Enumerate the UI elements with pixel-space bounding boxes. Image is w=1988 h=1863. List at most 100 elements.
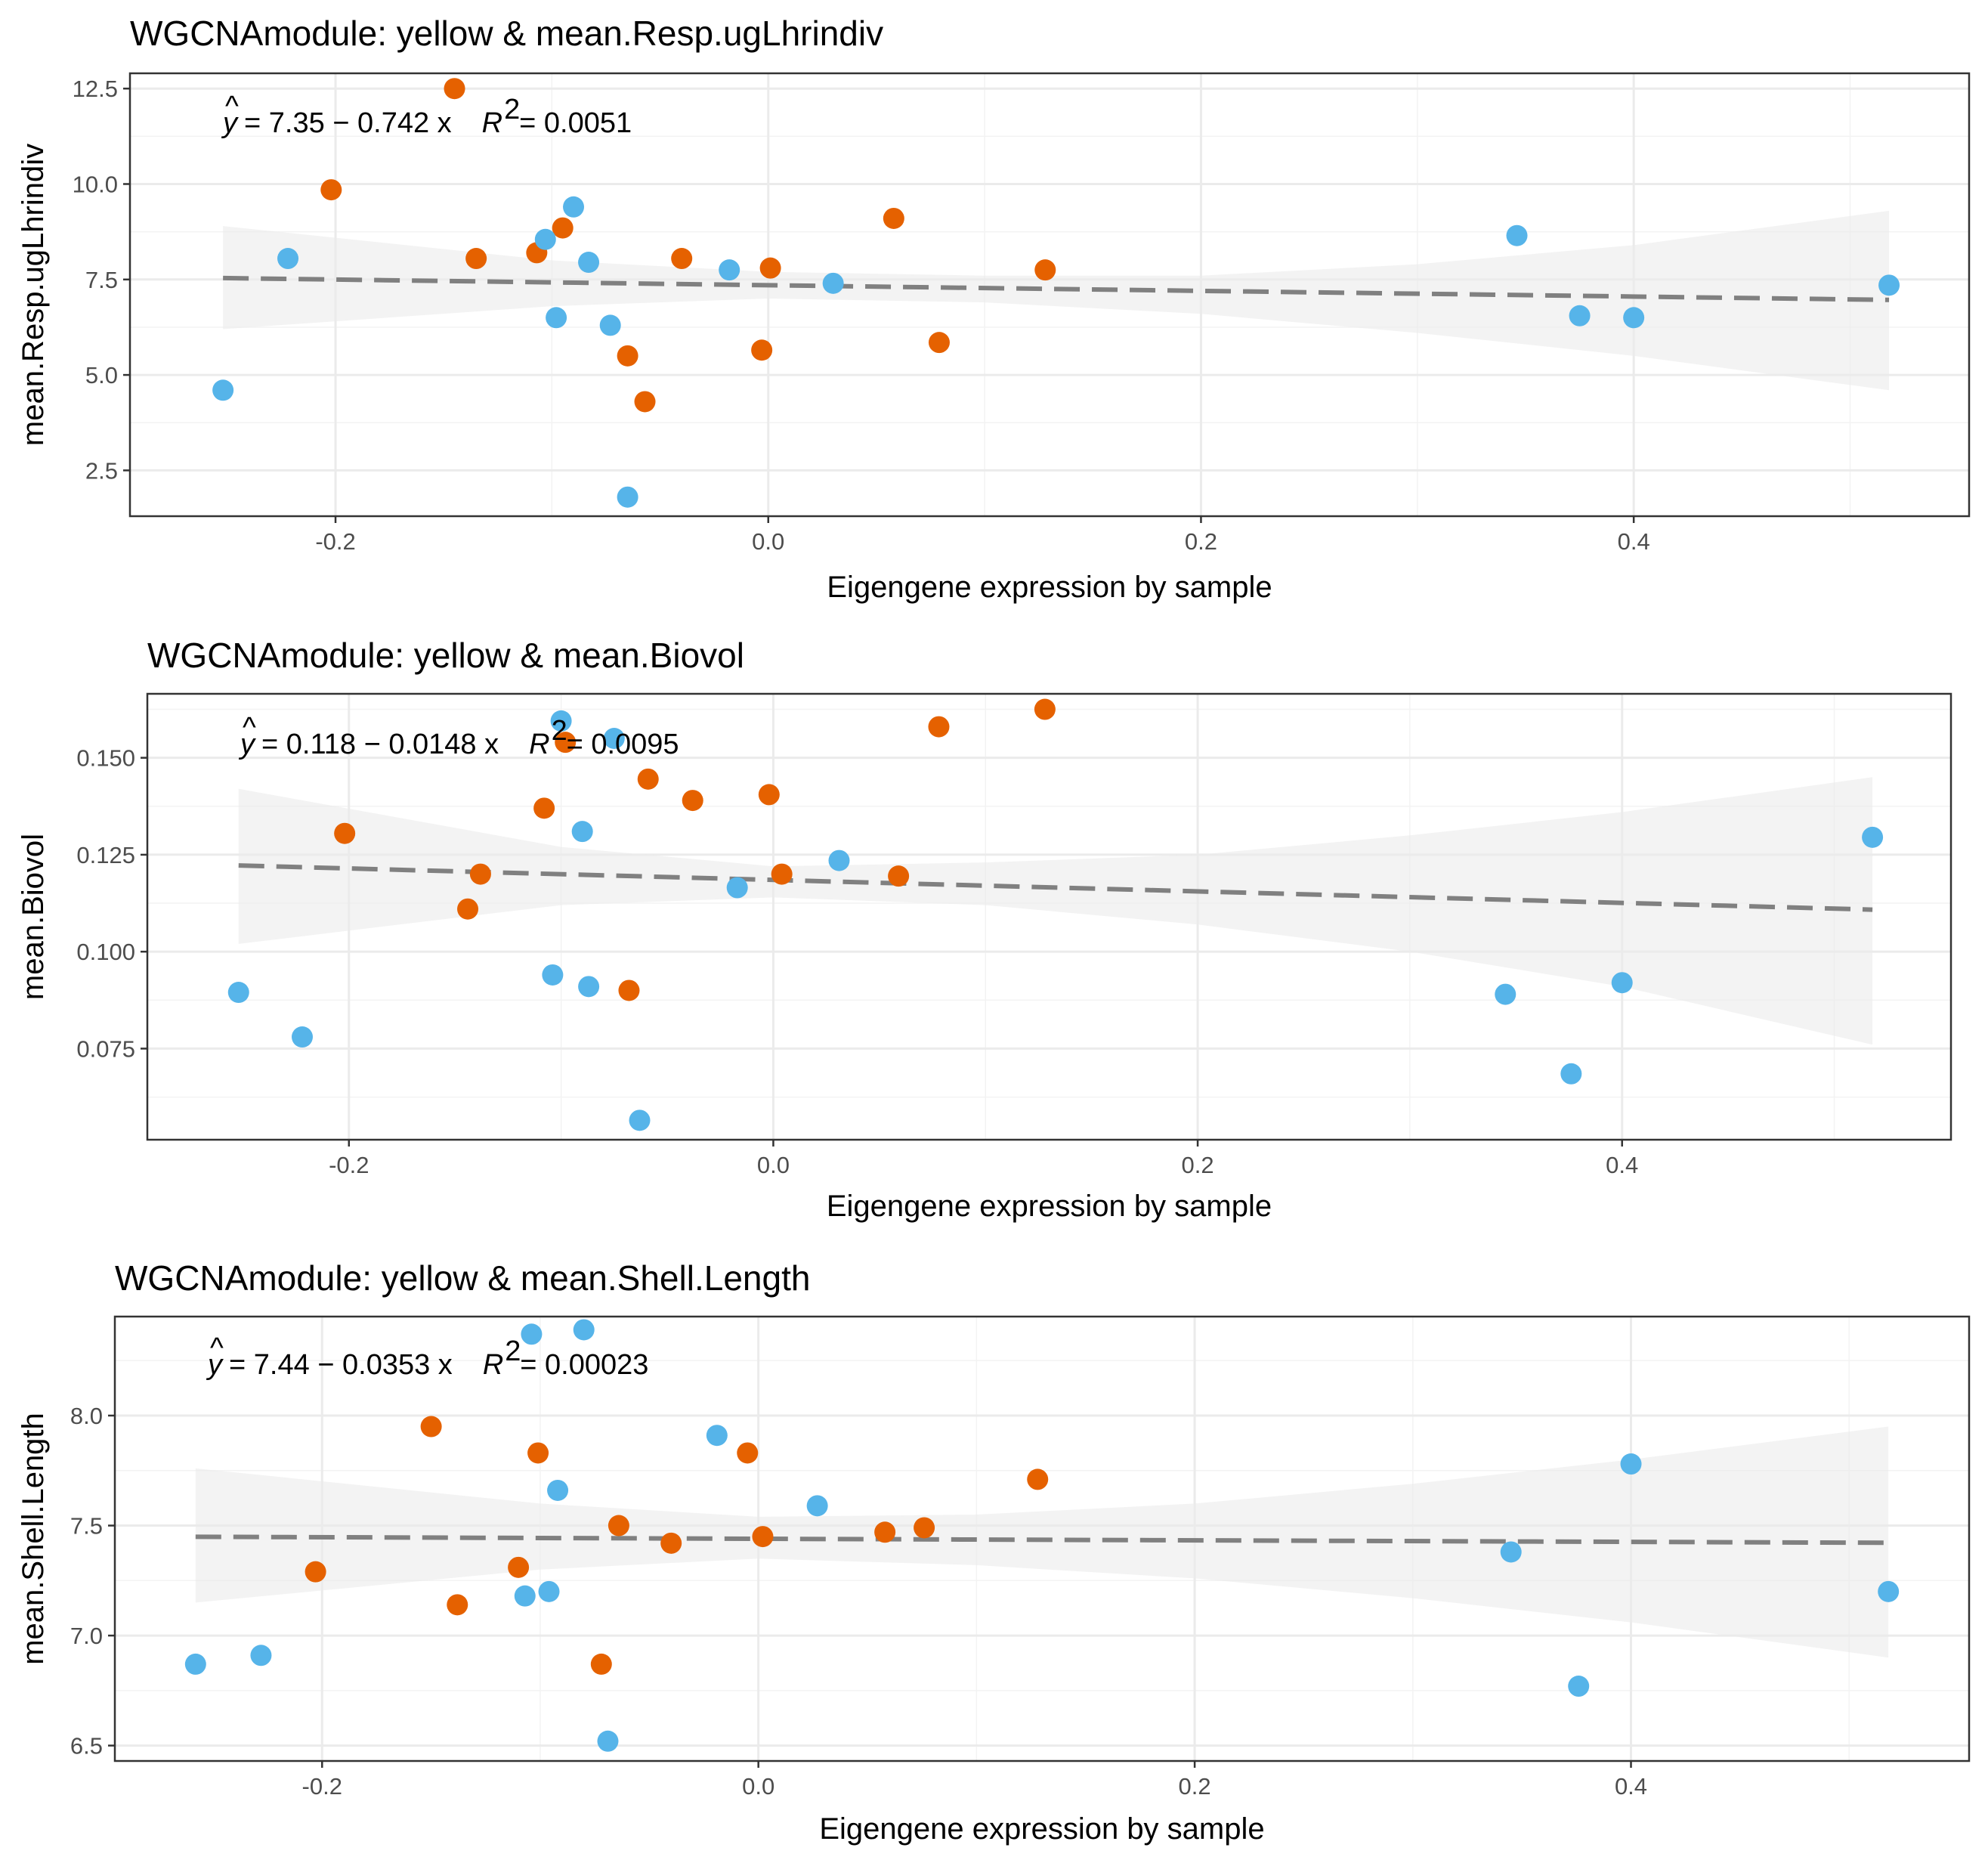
series-group_b bbox=[184, 1319, 1900, 1752]
x-axis: -0.2 0.0 0.2 0.4 bbox=[302, 1761, 1647, 1800]
y-tick-label: 8.0 bbox=[70, 1403, 103, 1429]
y-tick-label: 12.5 bbox=[73, 76, 118, 102]
data-point bbox=[533, 797, 555, 819]
data-point bbox=[751, 339, 773, 361]
regression-line bbox=[223, 275, 1890, 302]
x-axis-title: Eigengene expression by sample bbox=[827, 571, 1272, 604]
data-point bbox=[546, 307, 567, 329]
y-tick-label: 7.5 bbox=[70, 1513, 103, 1540]
series-group_b bbox=[212, 196, 1900, 508]
data-point bbox=[629, 1109, 651, 1131]
data-point bbox=[617, 486, 638, 508]
equation-r2-symbol: R bbox=[483, 1349, 503, 1381]
x-tick-label: 0.2 bbox=[1185, 528, 1217, 555]
data-point bbox=[1620, 1453, 1642, 1475]
data-point bbox=[1560, 1063, 1582, 1085]
data-point bbox=[928, 332, 950, 354]
equation-yhat: y bbox=[238, 729, 256, 760]
equation-r2-exponent: 2 bbox=[504, 94, 520, 125]
equation-yhat: y bbox=[221, 107, 239, 139]
data-point bbox=[444, 78, 465, 100]
series-group_a bbox=[305, 1416, 1049, 1675]
equation-hat-mark: ^ bbox=[225, 91, 239, 122]
data-point bbox=[618, 979, 640, 1001]
data-point bbox=[571, 821, 593, 843]
chart-title: WGCNAmodule: yellow & mean.Resp.ugLhrind… bbox=[130, 14, 883, 53]
x-axis: -0.2 0.0 0.2 0.4 bbox=[329, 1140, 1638, 1178]
equation-yhat: y bbox=[206, 1349, 224, 1381]
data-point bbox=[555, 732, 577, 754]
data-point bbox=[806, 1495, 828, 1517]
data-point bbox=[1034, 698, 1056, 720]
confidence-ribbon bbox=[223, 210, 1890, 391]
y-axis-title: mean.Shell.Length bbox=[17, 1413, 50, 1665]
data-point bbox=[534, 228, 556, 250]
equation-formula: = 7.44 − 0.0353 x bbox=[229, 1349, 453, 1381]
x-tick-label: -0.2 bbox=[315, 528, 355, 555]
data-point bbox=[573, 1319, 595, 1341]
equation-r2-value: = 0.00023 bbox=[520, 1349, 648, 1381]
data-point bbox=[637, 768, 659, 790]
data-point bbox=[599, 314, 621, 336]
regression-equation: y^= 0.118 − 0.0148 x R 2= 0.0095 bbox=[238, 712, 679, 760]
equation-r2-value: = 0.0051 bbox=[519, 107, 632, 139]
data-point bbox=[563, 196, 585, 218]
data-point bbox=[508, 1556, 530, 1578]
data-point bbox=[1862, 826, 1884, 848]
chart-title: WGCNAmodule: yellow & mean.Shell.Length bbox=[115, 1258, 810, 1298]
data-point bbox=[1878, 1580, 1900, 1602]
data-point bbox=[828, 849, 850, 871]
y-axis: 2.5 5.0 7.5 10.0 12.5 bbox=[73, 76, 130, 484]
equation-r2-symbol: R bbox=[482, 107, 502, 139]
data-point bbox=[420, 1416, 442, 1437]
data-point bbox=[457, 898, 479, 920]
panel-border bbox=[146, 692, 1952, 1141]
equation-formula: = 0.118 − 0.0148 x bbox=[261, 729, 499, 760]
x-tick-label: -0.2 bbox=[302, 1773, 342, 1800]
panel-border bbox=[113, 1315, 1971, 1762]
data-point bbox=[184, 1653, 206, 1675]
series-group_a bbox=[334, 698, 1056, 1001]
series-group_a bbox=[320, 78, 1056, 413]
y-tick-label: 6.5 bbox=[70, 1733, 103, 1759]
y-axis-title: mean.Biovol bbox=[17, 834, 50, 1000]
regression-line bbox=[195, 1534, 1889, 1546]
y-axis: 0.075 0.100 0.125 0.150 bbox=[76, 745, 147, 1062]
data-point bbox=[706, 1425, 728, 1447]
data-point bbox=[212, 379, 234, 401]
data-point bbox=[758, 784, 780, 806]
data-point bbox=[334, 822, 356, 844]
y-axis: 6.5 7.0 7.5 8.0 bbox=[70, 1403, 115, 1759]
data-point bbox=[538, 1580, 560, 1602]
data-point bbox=[928, 716, 950, 738]
x-tick-label: 0.0 bbox=[742, 1773, 774, 1800]
data-point bbox=[1506, 224, 1528, 246]
data-point bbox=[552, 217, 574, 239]
x-axis-title: Eigengene expression by sample bbox=[827, 1190, 1272, 1223]
data-point bbox=[227, 982, 249, 1004]
data-point bbox=[888, 865, 910, 887]
equation-r2-value: = 0.0095 bbox=[567, 729, 679, 760]
data-point bbox=[542, 964, 564, 986]
data-point bbox=[771, 863, 793, 885]
x-axis: -0.2 0.0 0.2 0.4 bbox=[315, 516, 1650, 555]
data-point bbox=[250, 1645, 272, 1666]
data-point bbox=[660, 1532, 682, 1554]
data-point bbox=[1034, 259, 1056, 281]
y-tick-label: 0.125 bbox=[76, 842, 135, 868]
chart-panel-shell-length: WGCNAmodule: yellow & mean.Shell.Length -… bbox=[17, 1258, 1971, 1846]
confidence-ribbon bbox=[195, 1426, 1889, 1658]
data-point bbox=[465, 248, 487, 270]
x-tick-label: 0.4 bbox=[1615, 1773, 1647, 1800]
data-point bbox=[726, 877, 748, 899]
regression-equation: y^= 7.35 − 0.742 x R 2= 0.0051 bbox=[221, 91, 632, 139]
data-point bbox=[671, 248, 693, 270]
data-point bbox=[1500, 1541, 1522, 1563]
data-point bbox=[521, 1323, 543, 1345]
data-point bbox=[277, 248, 299, 270]
chart-panel-biovol: WGCNAmodule: yellow & mean.Biovol -0.2 0.0… bbox=[17, 636, 1952, 1223]
y-tick-label: 10.0 bbox=[73, 172, 118, 198]
data-point bbox=[447, 1594, 468, 1616]
equation-r2-symbol: R bbox=[529, 729, 549, 760]
data-point bbox=[590, 1653, 612, 1675]
